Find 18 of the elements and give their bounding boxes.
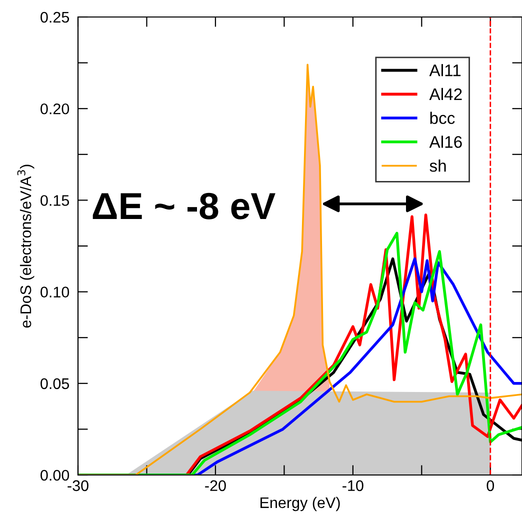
legend-label: Al16 [429,136,462,148]
y-tick-label: 0.15 [40,195,70,206]
y-tick-label: 0.00 [40,470,70,481]
y-tick-label: 0.20 [40,103,70,114]
annotation: ΔE ~ -8 eV [92,192,276,220]
x-tick-label: -30 [68,480,88,492]
y-tick-label: 0.25 [40,12,70,23]
x-axis-title: Energy (eV) [260,496,340,512]
legend-label: bcc [430,112,455,124]
x-tick-label: 0 [486,480,494,492]
y-tick-label: 0.05 [40,378,70,390]
legend-label: Al11 [429,64,461,76]
legend-label: Al42 [429,88,462,100]
x-tick-label: -20 [205,480,226,492]
y-axis-title: e-DoS (electrons/eV/A$^{3}$) [17,164,34,328]
y-tick-label: 0.10 [40,286,70,298]
legend-label: sh [430,160,446,172]
x-tick-label: -10 [342,480,364,492]
